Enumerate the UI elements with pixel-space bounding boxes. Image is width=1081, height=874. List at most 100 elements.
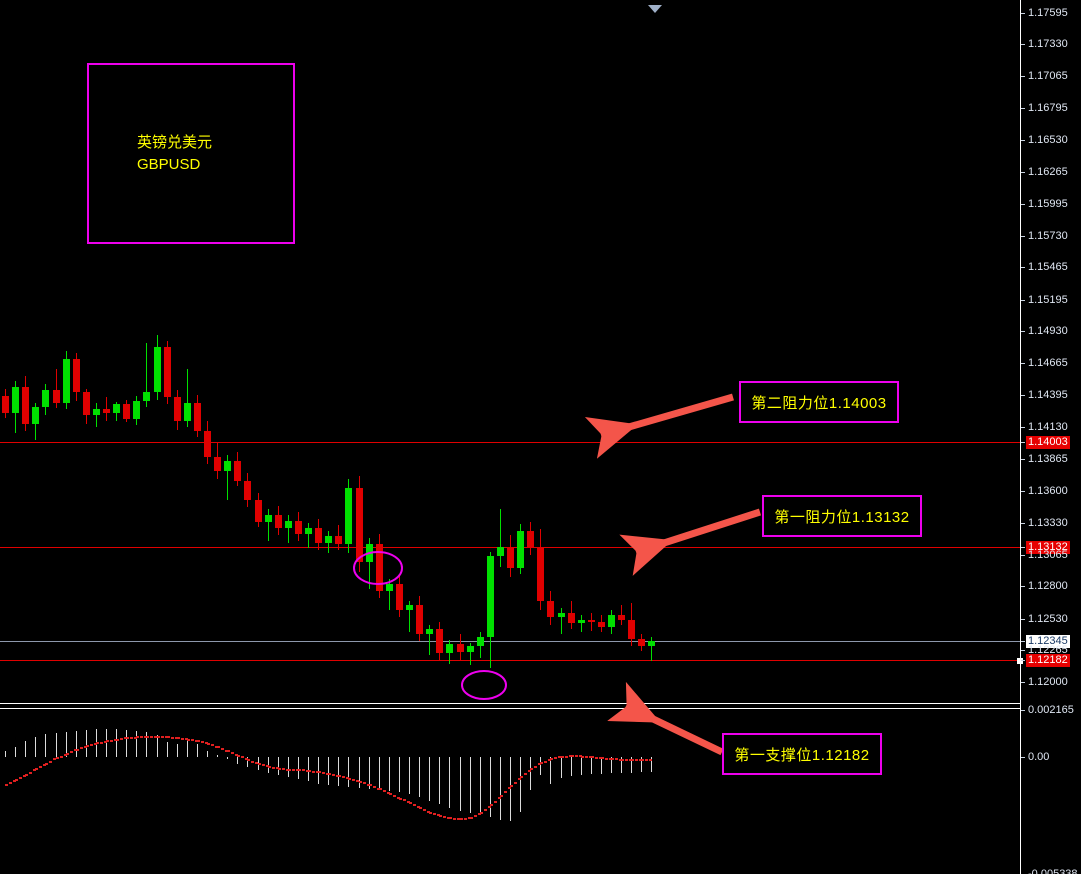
macd-bar	[237, 757, 239, 764]
macd-indicator-pane[interactable]	[0, 710, 1020, 874]
candle	[547, 0, 555, 706]
macd-bar	[499, 757, 501, 820]
tick-mark	[1021, 395, 1025, 396]
candle-body	[648, 641, 656, 647]
candle	[82, 0, 90, 706]
candle-wick	[388, 579, 390, 611]
symbol-title-box[interactable]: 英镑兑美元 GBPUSD	[87, 63, 295, 244]
candle-body	[274, 514, 282, 528]
macd-signal-dot	[312, 770, 316, 773]
macd-bar	[25, 740, 27, 758]
candle-wick	[106, 397, 107, 422]
macd-signal-dot	[336, 774, 340, 777]
macd-signal-dot	[368, 784, 372, 787]
candle-body	[234, 460, 242, 482]
macd-signal-dot	[160, 736, 164, 739]
candle	[214, 0, 222, 706]
macd-signal-dot	[241, 756, 245, 759]
macd-signal-dot	[473, 814, 477, 817]
macd-signal-dot	[316, 771, 320, 774]
candle-body	[12, 386, 20, 413]
tick-mark	[1021, 331, 1025, 332]
macd-signal-dot	[443, 815, 447, 818]
tick-mark	[1021, 427, 1025, 428]
macd-signal-dot	[600, 757, 604, 760]
tick-mark	[1021, 300, 1025, 301]
price-tick-1.17595: 1.17595	[1021, 7, 1081, 20]
level-handle[interactable]	[1017, 658, 1023, 664]
candle-wick	[186, 368, 188, 428]
macd-signal-dot	[285, 768, 289, 771]
price-chart-pane[interactable]	[0, 0, 1020, 706]
price-tick-1.14665: 1.14665	[1021, 357, 1081, 370]
candle-body	[254, 500, 262, 522]
macd-signal-dot	[257, 763, 261, 765]
macd-signal-dot	[146, 735, 150, 738]
macd-signal-dot	[265, 765, 269, 768]
candle	[183, 0, 191, 706]
macd-signal-dot	[518, 777, 522, 780]
macd-signal-dot	[297, 769, 301, 772]
macd-signal-dot	[43, 763, 47, 766]
candle-body	[577, 619, 585, 624]
price-tick-1.13330: 1.13330	[1021, 517, 1081, 530]
macd-bar	[136, 730, 138, 758]
macd-bar	[15, 747, 17, 758]
macd-signal-dot	[154, 735, 158, 738]
candle	[557, 0, 565, 706]
macd-signal-dot	[39, 766, 43, 769]
candle-body	[628, 619, 636, 639]
macd-signal-dot	[550, 758, 554, 761]
tick-mark	[1021, 682, 1025, 683]
macd-signal-dot	[459, 818, 463, 821]
annotation-resistance-1[interactable]: 第一阻力位1.13132	[762, 495, 922, 537]
macd-bar	[207, 750, 208, 758]
macd-bar	[85, 730, 87, 758]
candle-body	[587, 619, 595, 623]
candle	[153, 0, 161, 706]
chart-top-marker[interactable]	[648, 0, 662, 13]
tick-label: 1.13865	[1028, 453, 1068, 465]
annotation-support-1[interactable]: 第一支撑位1.12182	[722, 733, 882, 775]
macd-signal-dot	[194, 739, 198, 742]
tick-label: 1.12000	[1028, 676, 1068, 688]
macd-signal-dot	[372, 786, 376, 788]
macd-signal-dot	[267, 766, 271, 769]
candle	[587, 0, 595, 706]
macd-bar	[166, 742, 168, 758]
annotation-resistance-2[interactable]: 第二阻力位1.14003	[739, 381, 899, 423]
macd-signal-dot	[106, 740, 109, 743]
price-tick-1.14130: 1.14130	[1021, 421, 1081, 434]
tick-mark	[1021, 641, 1025, 642]
candle-body	[527, 531, 535, 549]
level-line-2	[0, 660, 1020, 661]
macd-signal-dot	[55, 757, 59, 760]
price-tick-1.12265: 1.12265	[1021, 644, 1081, 657]
macd-bar	[217, 755, 219, 758]
candle	[406, 0, 413, 706]
candle	[416, 0, 424, 706]
tick-mark	[1021, 236, 1025, 237]
candle-wick	[651, 636, 653, 661]
marker-ellipse-resistance-1	[353, 551, 403, 585]
macd-signal-dot	[507, 787, 511, 790]
arrow-to-resistance-1	[619, 508, 762, 576]
macd-bar	[489, 757, 491, 818]
candle-wick	[560, 607, 562, 635]
candle	[355, 0, 363, 706]
macd-signal-dot	[75, 748, 79, 751]
macd-signal-dot	[348, 777, 352, 780]
candle	[204, 0, 211, 706]
macd-bar	[65, 732, 67, 758]
macd-signal-dot	[196, 740, 200, 743]
tick-mark	[1021, 108, 1025, 109]
pane-separator-top	[0, 703, 1020, 704]
price-axis[interactable]: 1.17595 1.17330 1.17065 1.16795 1.16530 1.162…	[1017, 0, 1081, 874]
macd-signal-dot	[49, 760, 53, 763]
macd-signal-dot	[402, 799, 406, 802]
candle-body	[294, 520, 302, 534]
macd-signal-dot	[63, 753, 67, 756]
tick-mark	[1021, 13, 1025, 14]
tick-mark	[1021, 650, 1025, 651]
candle-body	[315, 527, 323, 544]
